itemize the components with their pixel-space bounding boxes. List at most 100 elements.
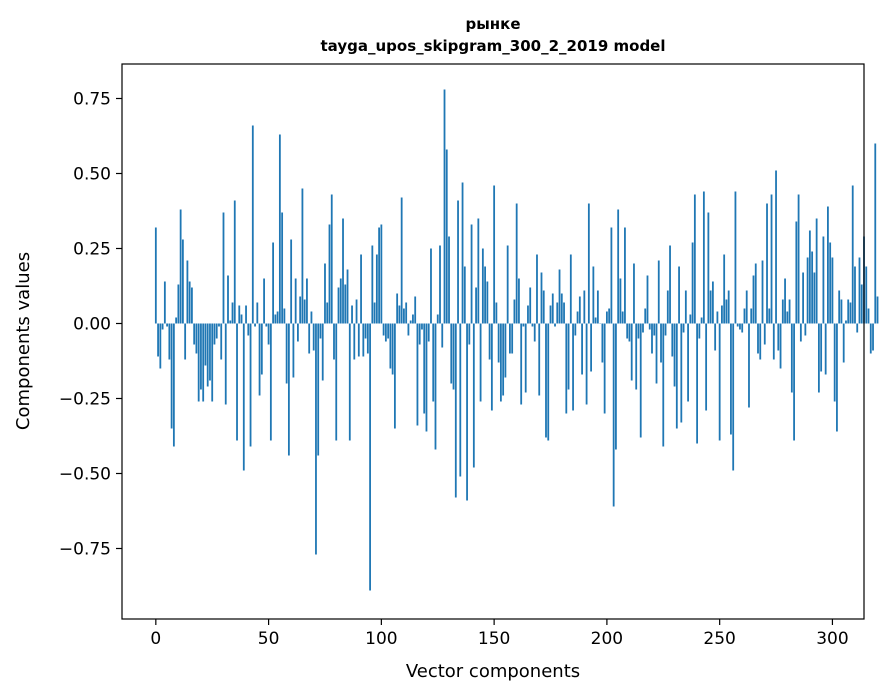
bar-106	[393, 323, 396, 429]
bar-302	[836, 323, 838, 432]
bar-110	[403, 308, 405, 324]
bar-193	[590, 323, 592, 372]
bar-72	[317, 323, 320, 456]
bar-311	[856, 323, 859, 333]
bar-295	[820, 323, 823, 372]
bar-298	[827, 206, 829, 324]
bar-39	[242, 323, 245, 471]
bar-269	[761, 260, 764, 324]
bar-187	[576, 311, 579, 324]
bar-16	[191, 287, 193, 324]
bar-172	[542, 290, 545, 324]
bar-173	[545, 323, 547, 438]
bar-181	[563, 302, 565, 324]
bar-318	[872, 323, 874, 351]
bar-293	[815, 218, 818, 324]
bar-176	[551, 293, 554, 324]
bar-59	[287, 323, 290, 456]
bar-120	[425, 323, 428, 432]
bar-222	[655, 323, 658, 384]
bar-41	[247, 323, 250, 336]
bar-243	[702, 191, 705, 324]
bar-202	[610, 227, 613, 324]
bar-126	[439, 245, 441, 324]
bar-258	[736, 323, 739, 327]
bar-200	[605, 311, 608, 324]
bar-84	[344, 284, 347, 324]
bar-149	[490, 323, 493, 411]
bar-225	[662, 323, 665, 447]
y-axis-ticks: −0.75 −0.50 −0.25 0.00 0.25 0.50 0.75	[59, 90, 122, 560]
x-tick-label: 100	[365, 629, 397, 649]
bar-203	[612, 323, 615, 507]
bar-191	[585, 323, 588, 405]
bar-190	[583, 290, 586, 324]
bar-168	[533, 323, 536, 342]
bar-310	[854, 266, 856, 324]
plot-frame	[121, 63, 865, 620]
bar-76	[326, 302, 329, 324]
bar-283	[793, 323, 795, 441]
bar-236	[687, 323, 689, 402]
bar-231	[675, 323, 678, 429]
bar-108	[398, 305, 401, 324]
bar-141	[472, 323, 475, 468]
bar-71	[315, 323, 317, 555]
bar-259	[739, 323, 741, 330]
bar-133	[454, 323, 457, 498]
bar-22	[204, 323, 207, 366]
bar-20	[200, 323, 202, 390]
bar-57	[283, 308, 286, 324]
bar-186	[574, 323, 577, 336]
bar-245	[707, 212, 710, 324]
bar-312	[858, 257, 861, 324]
bar-170	[538, 323, 541, 396]
bar-274	[772, 323, 775, 360]
bar-249	[716, 311, 719, 324]
bar-99	[378, 227, 380, 324]
bar-219	[648, 323, 651, 330]
bar-246	[709, 290, 712, 324]
bar-232	[678, 266, 680, 324]
bar-267	[757, 323, 759, 354]
y-tick-label: −0.25	[59, 390, 111, 410]
bar-247	[711, 281, 714, 324]
bar-81	[337, 287, 340, 324]
bar-15	[188, 281, 191, 324]
bar-140	[470, 224, 473, 324]
bar-75	[324, 263, 326, 324]
bar-125	[436, 314, 439, 324]
bar-215	[639, 323, 642, 438]
bar-139	[468, 323, 471, 345]
bar-64	[299, 296, 302, 324]
chart-subtitle: tayga_upos_skipgram_300_2_2019 model	[321, 37, 666, 55]
bar-210	[628, 323, 631, 342]
bar-196	[596, 290, 599, 324]
bar-69	[310, 311, 313, 324]
bar-105	[391, 323, 394, 375]
bar-175	[549, 305, 552, 324]
bar-78	[330, 194, 333, 324]
bar-233	[680, 323, 683, 423]
bar-270	[763, 323, 766, 345]
bar-213	[635, 323, 638, 390]
bar-56	[281, 212, 284, 324]
bar-82	[339, 278, 342, 324]
bar-281	[788, 299, 791, 324]
bar-121	[427, 323, 430, 342]
bar-199	[603, 323, 606, 414]
bar-150	[493, 185, 496, 324]
bar-297	[824, 323, 827, 375]
bar-244	[705, 323, 708, 411]
bar-294	[817, 323, 820, 393]
bar-67	[306, 278, 308, 324]
bar-119	[423, 323, 426, 414]
bar-171	[540, 272, 543, 324]
bar-238	[691, 242, 694, 324]
bar-261	[743, 308, 746, 324]
bar-288	[804, 323, 807, 336]
bar-248	[714, 323, 717, 351]
bar-52	[272, 242, 274, 324]
bar-79	[333, 323, 335, 360]
